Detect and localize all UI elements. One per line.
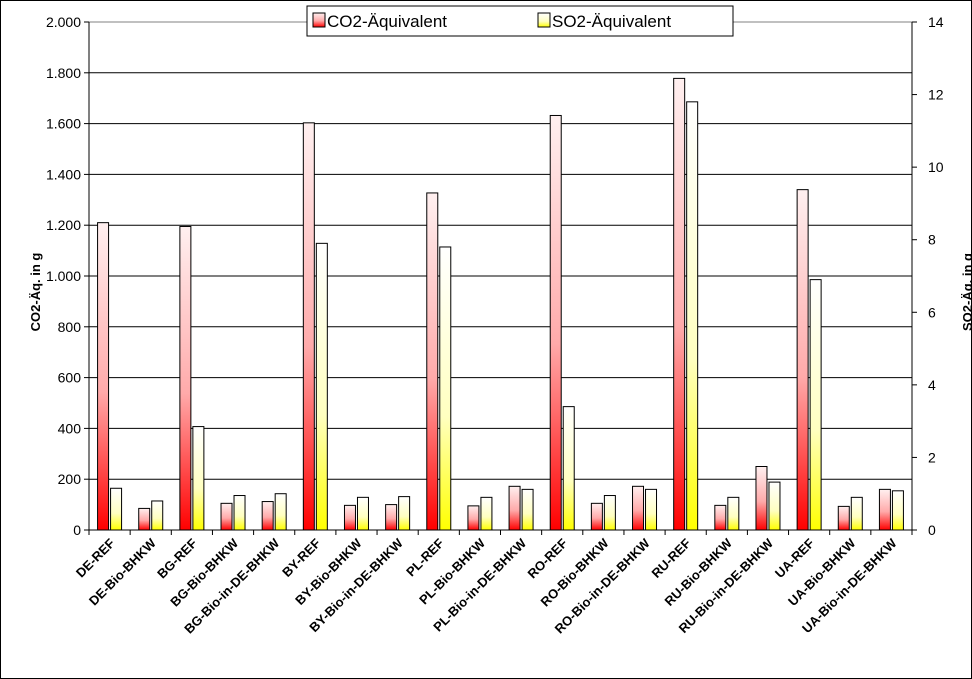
bar-co2 xyxy=(755,466,768,531)
bar-co2 xyxy=(632,485,645,531)
bar-so2 xyxy=(850,496,863,531)
bar-so2 xyxy=(398,496,411,531)
bar-co2 xyxy=(343,504,356,531)
bar-co2 xyxy=(467,505,480,531)
bar-so2 xyxy=(233,495,246,531)
bar-so2 xyxy=(192,426,205,531)
bar-co2 xyxy=(261,501,274,531)
bar-so2 xyxy=(727,496,740,531)
y-tick-label: 0 xyxy=(73,522,81,538)
y2-tick-label: 2 xyxy=(928,449,936,465)
y-tick-label: 1.000 xyxy=(46,268,81,284)
y-tick-label: 800 xyxy=(58,319,82,335)
bar-so2 xyxy=(768,481,781,531)
bar-so2 xyxy=(645,488,658,531)
y2-tick-label: 12 xyxy=(928,87,944,103)
legend-swatch-co2 xyxy=(312,12,326,28)
axes xyxy=(84,21,917,535)
y-tick-label: 600 xyxy=(58,370,82,386)
y-tick-label: 400 xyxy=(58,420,82,436)
bar-co2 xyxy=(302,122,315,531)
bar-co2 xyxy=(426,192,439,531)
bar-co2 xyxy=(549,114,562,531)
bar-so2 xyxy=(356,496,369,531)
y2-tick-label: 8 xyxy=(928,232,936,248)
bar-so2 xyxy=(480,496,493,531)
legend: CO2-Äquivalent SO2-Äquivalent xyxy=(306,5,734,37)
bar-so2 xyxy=(809,279,822,531)
bar-co2 xyxy=(179,225,192,531)
bar-co2 xyxy=(714,504,727,531)
y-tick-label: 1.800 xyxy=(46,65,81,81)
bar-co2 xyxy=(385,504,398,531)
bar-so2 xyxy=(521,488,534,531)
y-axis-title: CO2-Äq. in g xyxy=(28,253,43,332)
legend-label-co2: CO2-Äquivalent xyxy=(327,12,447,31)
y-tick-label: 1.200 xyxy=(46,217,81,233)
bar-so2 xyxy=(603,495,616,531)
bar-co2 xyxy=(138,507,151,531)
y2-tick-label: 14 xyxy=(928,14,944,30)
bar-so2 xyxy=(439,246,452,531)
legend-label-so2: SO2-Äquivalent xyxy=(552,12,671,31)
y-tick-label: 2.000 xyxy=(46,14,81,30)
y2-tick-label: 4 xyxy=(928,377,936,393)
bars xyxy=(97,77,904,531)
y2-tick-label: 10 xyxy=(928,159,944,175)
bar-co2 xyxy=(97,222,110,531)
bar-co2 xyxy=(796,189,809,531)
bar-so2 xyxy=(686,101,699,531)
legend-box xyxy=(306,5,734,37)
legend-swatch-so2 xyxy=(537,12,551,28)
bar-so2 xyxy=(274,493,287,531)
y-tick-label: 1.400 xyxy=(46,166,81,182)
bar-co2 xyxy=(220,502,233,531)
bar-co2 xyxy=(508,485,521,531)
y-tick-label: 1.600 xyxy=(46,116,81,132)
bar-co2 xyxy=(590,502,603,531)
y-tick-label: 200 xyxy=(58,471,82,487)
y2-axis-title: SO2-Äq. in g xyxy=(960,253,972,331)
y2-tick-label: 6 xyxy=(928,304,936,320)
bar-so2 xyxy=(110,487,123,531)
y2-tick-label: 0 xyxy=(928,522,936,538)
bar-so2 xyxy=(151,500,164,531)
gridlines xyxy=(89,21,912,480)
bar-so2 xyxy=(891,490,904,531)
bar-so2 xyxy=(562,406,575,531)
bar-co2 xyxy=(673,77,686,531)
bar-co2 xyxy=(878,488,891,531)
bar-so2 xyxy=(315,242,328,531)
bar-co2 xyxy=(837,505,850,531)
